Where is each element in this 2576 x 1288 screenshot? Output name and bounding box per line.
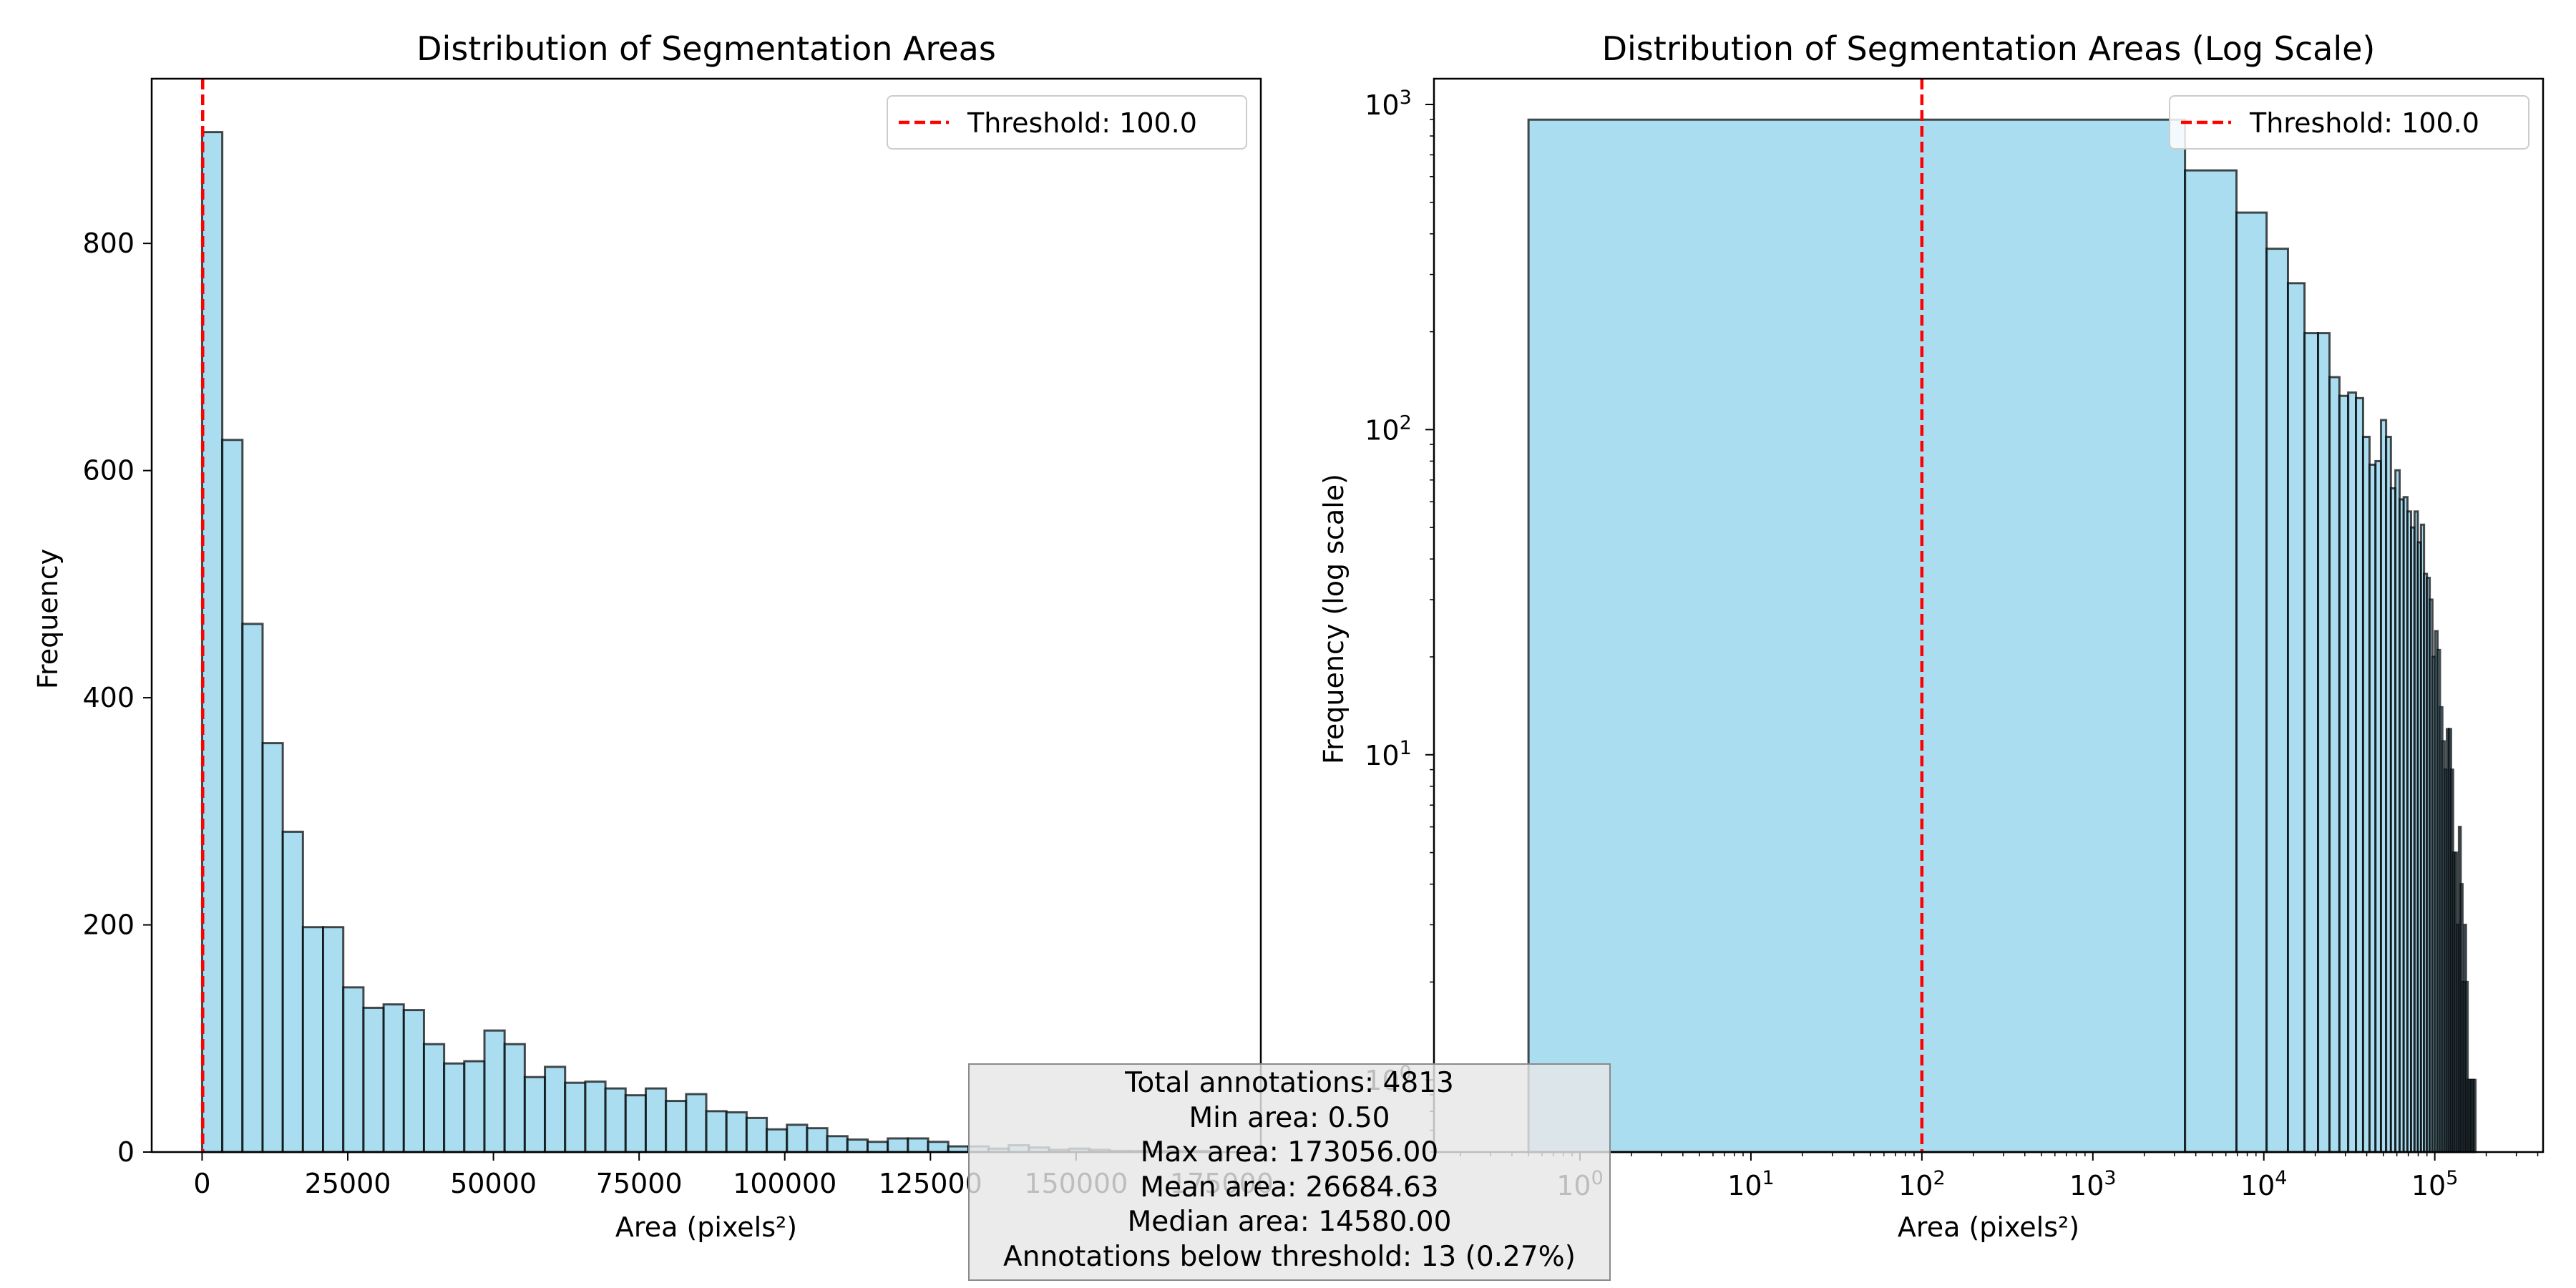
histogram-bar [584,1080,607,1153]
histogram-bar [907,1137,930,1153]
histogram-bar [322,926,345,1153]
y-tick-label: 800 [82,228,135,259]
histogram-bar [927,1141,950,1153]
y-axis-label: Frequency [32,549,64,689]
y-tick-label-log: 103 [1365,87,1412,121]
axes-frame-log [1433,77,2545,1153]
y-tick-label-log: 102 [1365,411,1412,446]
stat-total-annotations: Total annotations: 4813 [1125,1067,1454,1099]
x-tick-label-log: 101 [1727,1167,1775,1201]
histogram-bar [503,1043,526,1153]
histogram-bar [866,1141,889,1153]
stat-mean-area: Mean area: 26684.63 [1140,1171,1439,1204]
y-tick-label: 0 [117,1136,135,1168]
histogram-bar [766,1128,789,1153]
x-tick-label: 0 [193,1168,210,1199]
log-histogram-bar [2286,282,2306,1153]
y-tick-label-log: 101 [1365,737,1412,771]
histogram-bar [362,1006,385,1153]
legend: Threshold: 100.0 [887,95,1247,150]
histogram-bar [826,1135,849,1153]
legend-frame [887,95,1247,150]
stat-min-area: Min area: 0.50 [1189,1101,1390,1134]
y-tick-label: 600 [82,455,135,487]
x-tick-label-log: 105 [2411,1167,2459,1201]
log-histogram-bar [2317,332,2331,1153]
statistics-box: Total annotations: 4813 Min area: 0.50 M… [968,1063,1611,1281]
log-histogram-bar [1527,118,2187,1153]
histogram-bar [624,1094,647,1153]
histogram-bar [887,1137,909,1153]
histogram-bar [846,1138,869,1153]
stat-median-area: Median area: 14580.00 [1127,1206,1452,1238]
histogram-bar [786,1123,809,1153]
histogram-bar [544,1065,567,1153]
histogram-bar [443,1062,466,1153]
x-tick-label-log: 103 [2069,1167,2117,1201]
log-histogram-bar [2303,332,2320,1153]
x-tick-label: 75000 [596,1168,683,1199]
histogram-bar [221,439,244,1153]
x-tick-label: 25000 [305,1168,391,1199]
legend-log: Threshold: 100.0 [2169,95,2529,150]
log-histogram-bar [2265,248,2289,1153]
histogram-bar [523,1075,547,1153]
histogram-bar [685,1093,708,1153]
log-histogram-bar [2184,169,2238,1153]
histogram-bar [463,1060,486,1153]
histogram-bar [604,1087,627,1153]
log-histogram-bar [2338,394,2350,1153]
histogram-bar [422,1043,446,1153]
log-histogram-bar [2235,211,2268,1153]
histogram-bar [665,1100,688,1153]
histogram-bar [745,1116,769,1153]
stat-max-area: Max area: 173056.00 [1140,1136,1439,1169]
histogram-bar [806,1127,829,1153]
x-tick-label: 125000 [879,1168,982,1199]
histogram-bar [241,623,264,1153]
log-histogram-bar [2472,1078,2477,1153]
histogram-bar [564,1081,587,1153]
legend-threshold-label: Threshold: 100.0 [967,107,1197,139]
stat-below-threshold: Annotations below threshold: 13 (0.27%) [1003,1240,1576,1273]
histogram-bar [483,1029,506,1153]
histogram-bar [705,1110,728,1153]
histogram-bar [200,131,224,1153]
legend-frame [2169,95,2529,150]
histogram-bar [644,1087,668,1153]
histogram-bar [261,742,284,1153]
x-tick-label-log: 102 [1898,1167,1946,1201]
x-tick-label: 100000 [733,1168,836,1199]
legend-threshold-label: Threshold: 100.0 [2249,107,2479,139]
y-tick-label: 200 [82,909,135,941]
histogram-bar [301,926,325,1153]
y-tick-label: 400 [82,682,135,713]
x-tick-label-log: 104 [2240,1167,2288,1201]
axes-frame [150,77,1262,1153]
y-axis-label-log: Frequency (log scale) [1318,474,1350,764]
x-axis-label-log: Area (pixels²) [1898,1211,2079,1243]
histogram-bar [342,986,365,1153]
x-tick-label: 50000 [450,1168,537,1199]
x-axis-label: Area (pixels²) [615,1211,797,1243]
log-histogram-bar [2347,391,2358,1153]
chart-title-log: Distribution of Segmentation Areas (Log … [1602,29,2376,68]
histogram-bar [725,1111,748,1153]
chart-title: Distribution of Segmentation Areas [416,29,996,68]
log-histogram-bar [2328,376,2341,1153]
histogram-bar [281,830,304,1153]
histogram-bar [402,1009,425,1153]
histogram-bar [382,1003,405,1153]
